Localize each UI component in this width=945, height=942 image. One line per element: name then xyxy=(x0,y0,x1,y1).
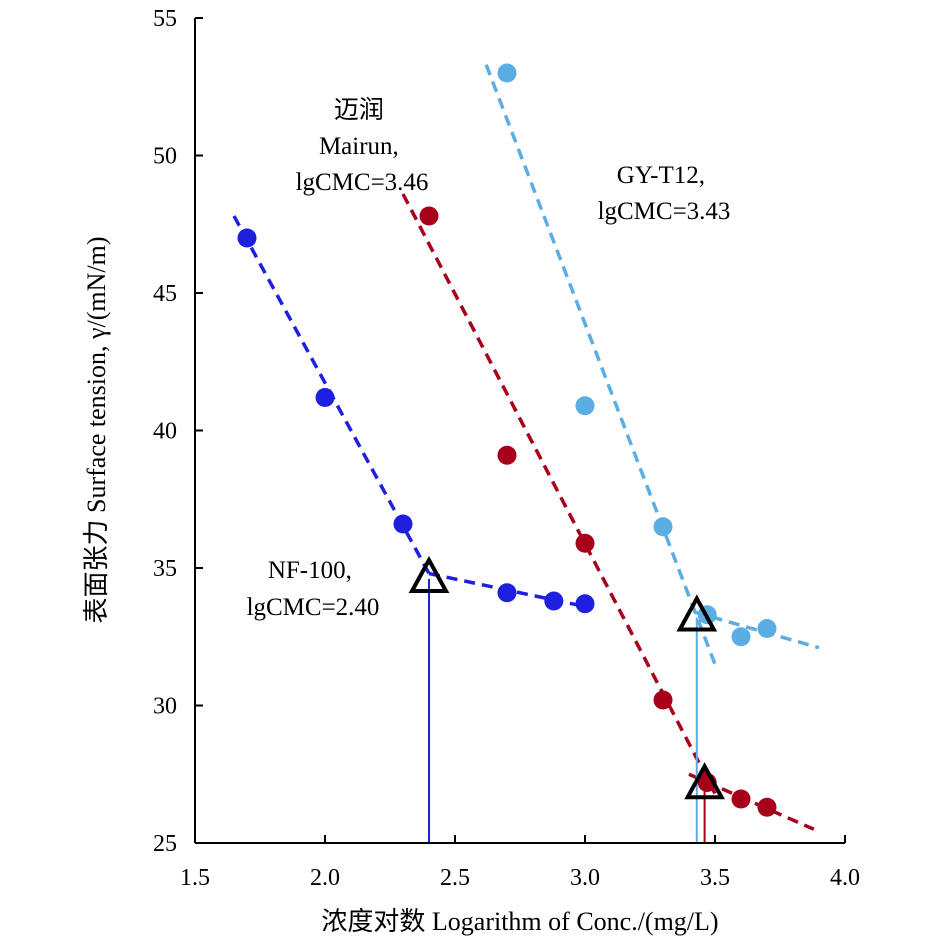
x-tick-label: 3.5 xyxy=(700,865,730,891)
nf-data-point xyxy=(575,594,595,614)
mairun-data-point xyxy=(731,789,751,809)
nf-data-point xyxy=(315,388,335,407)
chart-marks xyxy=(232,63,820,843)
annotation-nf: NF-100, lgCMC=2.40 xyxy=(247,557,380,621)
x-tick-label: 1.5 xyxy=(180,865,210,891)
mairun-data-point xyxy=(575,533,595,553)
nf-data-point xyxy=(237,228,257,248)
annotation-mairun: 迈润 Mairun, lgCMC=3.46 xyxy=(296,96,429,196)
mairun-data-point xyxy=(497,445,517,465)
gy-cmc-marker xyxy=(676,594,718,632)
gy-fit-line-1 xyxy=(484,64,717,665)
gy-data-point xyxy=(497,63,517,83)
mairun-cmc-marker xyxy=(684,762,725,800)
x-tick-label: 3.0 xyxy=(570,865,600,891)
gy-data-point xyxy=(731,627,751,647)
nf-data-point xyxy=(497,583,517,603)
nf-data-point xyxy=(544,591,564,611)
annotation-mairun-line-2: Mairun, xyxy=(319,133,399,160)
y-tick-label: 35 xyxy=(153,556,177,582)
x-ticks: 1.5 2.0 2.5 3.0 3.5 4.0 xyxy=(180,835,860,891)
annotation-gy-line-1: GY-T12, xyxy=(617,162,705,189)
gy-data-point xyxy=(575,396,595,416)
gy-data-point xyxy=(757,619,777,638)
nf-cmc-marker xyxy=(408,555,450,593)
x-tick-label: 2.0 xyxy=(310,865,340,891)
y-tick-label: 50 xyxy=(153,144,177,170)
x-tick-label: 2.5 xyxy=(440,865,470,891)
annotation-nf-line-1: NF-100, xyxy=(268,557,352,584)
gy-data-point xyxy=(653,517,673,537)
annotation-gy: GY-T12, lgCMC=3.43 xyxy=(598,162,731,225)
x-axis-label: 浓度对数 Logarithm of Conc./(mg/L) xyxy=(321,907,718,936)
y-tick-label: 55 xyxy=(153,6,177,32)
y-tick-label: 45 xyxy=(153,281,177,307)
mairun-data-point xyxy=(653,690,673,710)
y-tick-label: 25 xyxy=(153,831,177,857)
y-tick-label: 30 xyxy=(153,694,177,720)
mairun-data-point xyxy=(757,797,777,817)
x-tick-label: 4.0 xyxy=(830,865,860,891)
annotation-nf-line-2: lgCMC=2.40 xyxy=(247,594,380,621)
axes: 1.5 2.0 2.5 3.0 3.5 4.0 25 30 35 40 45 50 55 xyxy=(153,6,860,891)
nf-data-point xyxy=(393,514,413,534)
annotation-mairun-line-1: 迈润 xyxy=(334,96,384,124)
annotation-gy-line-2: lgCMC=3.43 xyxy=(598,198,731,225)
y-tick-label: 40 xyxy=(153,419,177,445)
y-ticks: 25 30 35 40 45 50 55 xyxy=(153,6,203,857)
y-axis-label: 表面张力 Surface tension, γ/(mN/m) xyxy=(82,237,111,624)
mairun-data-point xyxy=(419,206,439,226)
annotation-mairun-line-3: lgCMC=3.46 xyxy=(296,169,429,196)
